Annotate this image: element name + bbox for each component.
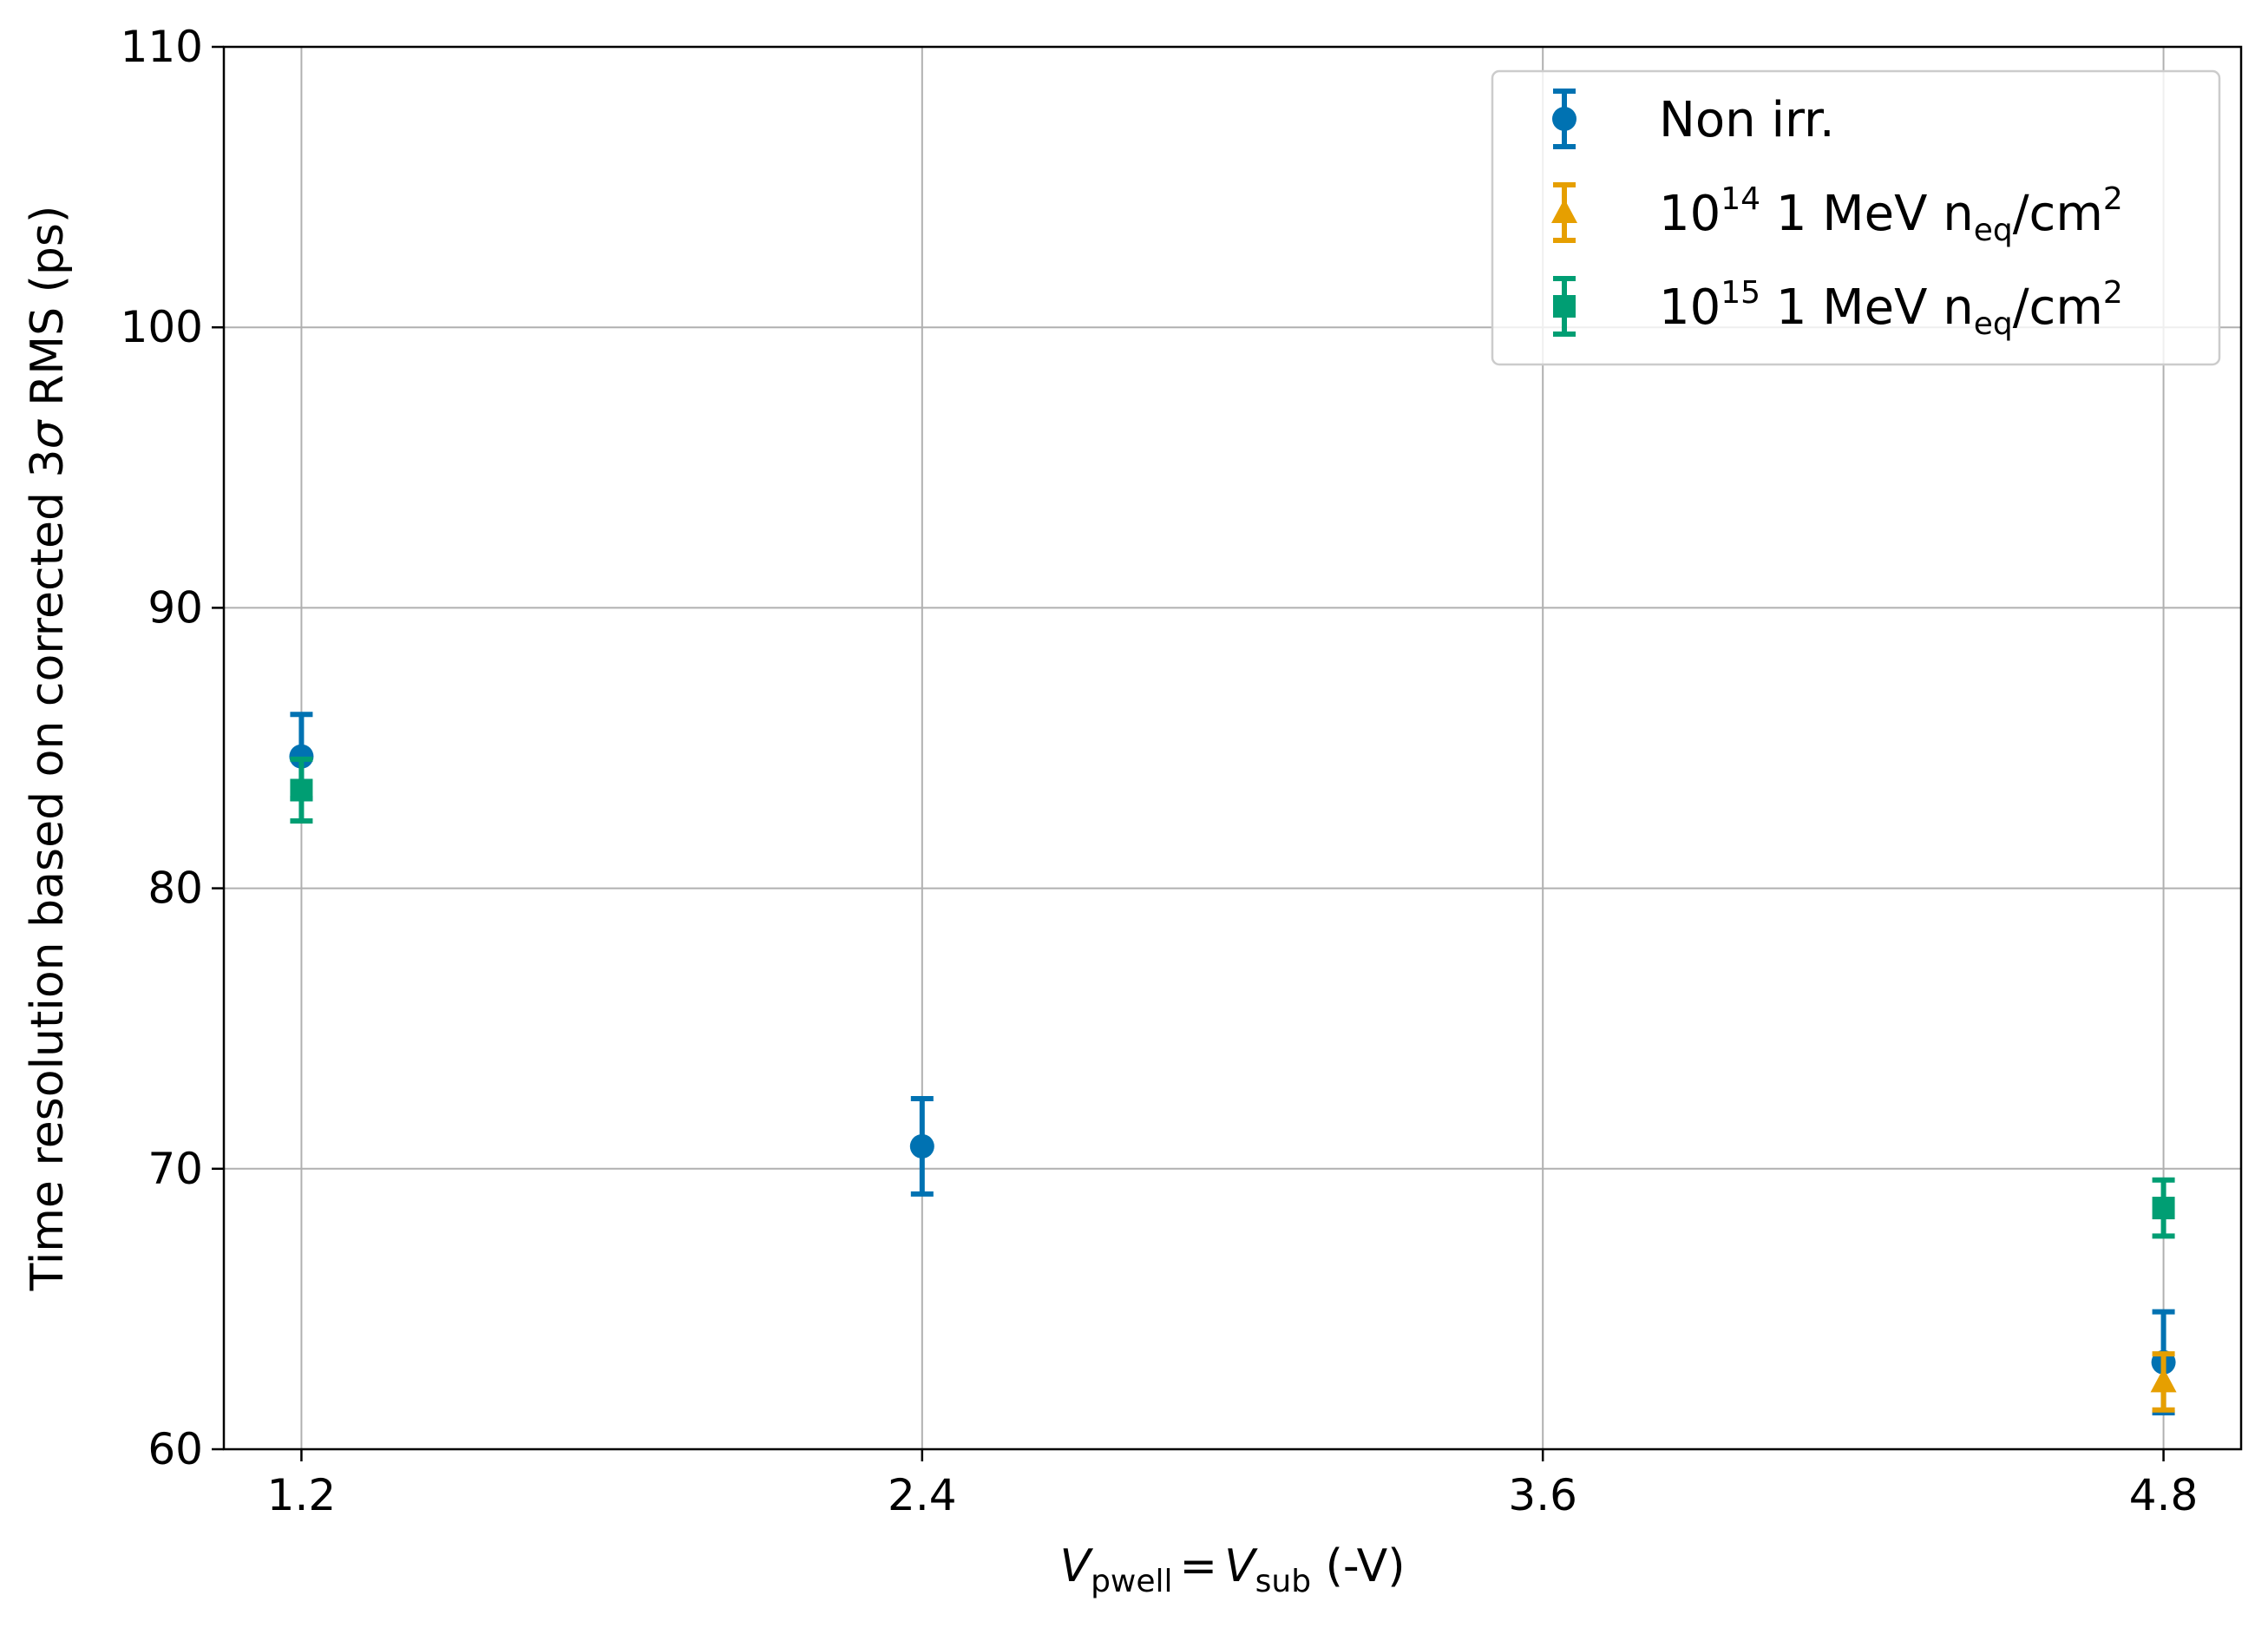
legend-box (1491, 69, 2221, 366)
y-tick-label: 110 (121, 22, 203, 72)
data-point (909, 1133, 934, 1159)
legend-entry: 1014 1 MeV neq/cm2 (1551, 181, 2123, 248)
data-point (2150, 1368, 2177, 1393)
ticks: 1.2 2.4 3.6 4.8 60 70 80 90 100 110 (121, 22, 2199, 1520)
legend: Non irr. 1014 1 MeV neq/cm2 1015 1 MeV neq… (1491, 69, 2221, 366)
legend-label: 1015 1 MeV neq/cm2 (1659, 275, 2123, 342)
legend-marker (1551, 199, 1577, 223)
x-tick-label: 4.8 (2129, 1470, 2199, 1520)
data-point (289, 744, 314, 769)
x-tick-label: 3.6 (1508, 1470, 1577, 1520)
x-tick-label: 1.2 (267, 1470, 337, 1520)
y-tick-label: 70 (147, 1144, 203, 1194)
x-tick-label: 2.4 (888, 1470, 957, 1520)
legend-label: 1014 1 MeV neq/cm2 (1659, 181, 2123, 248)
data-point (2152, 1197, 2175, 1220)
legend-marker (1552, 107, 1576, 131)
legend-entry: Non irr. (1552, 89, 1835, 149)
y-tick-label: 80 (147, 863, 203, 914)
series-1 (2150, 1351, 2177, 1413)
data-layer (289, 712, 2177, 1415)
y-tick-label: 90 (147, 582, 203, 633)
plot-frame (222, 45, 2243, 1451)
y-axis-label: Time resolution based on corrected 3σ RM… (22, 206, 74, 1292)
data-point (290, 778, 313, 802)
legend-marker (1553, 295, 1576, 318)
x-axis-label: Vpwell = Vsub (-V) (1059, 1540, 1405, 1599)
legend-label: Non irr. (1659, 92, 1835, 148)
y-tick-label: 100 (121, 302, 203, 352)
y-tick-label: 60 (147, 1424, 203, 1474)
legend-entry: 1015 1 MeV neq/cm2 (1553, 275, 2123, 342)
series-2 (290, 756, 2175, 1239)
